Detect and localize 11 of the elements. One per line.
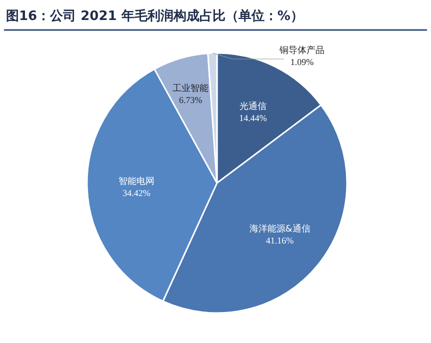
data-label: 14.44%: [239, 112, 268, 123]
slice-label: 光通信: [240, 100, 267, 112]
data-label: 41.16%: [266, 236, 294, 246]
chart-title: 图16：公司 2021 年毛利润构成占比（单位：%）: [6, 8, 304, 24]
slice-label: 铜导体产品: [278, 45, 324, 56]
slice-label: 智能电网: [118, 176, 154, 187]
data-label: 6.73%: [178, 95, 203, 106]
data-label: 1.09%: [290, 57, 314, 67]
data-label: 34.42%: [122, 188, 151, 198]
slice-label: 工业智能: [172, 83, 209, 94]
slice-label: 海洋能源&通信: [249, 224, 310, 235]
